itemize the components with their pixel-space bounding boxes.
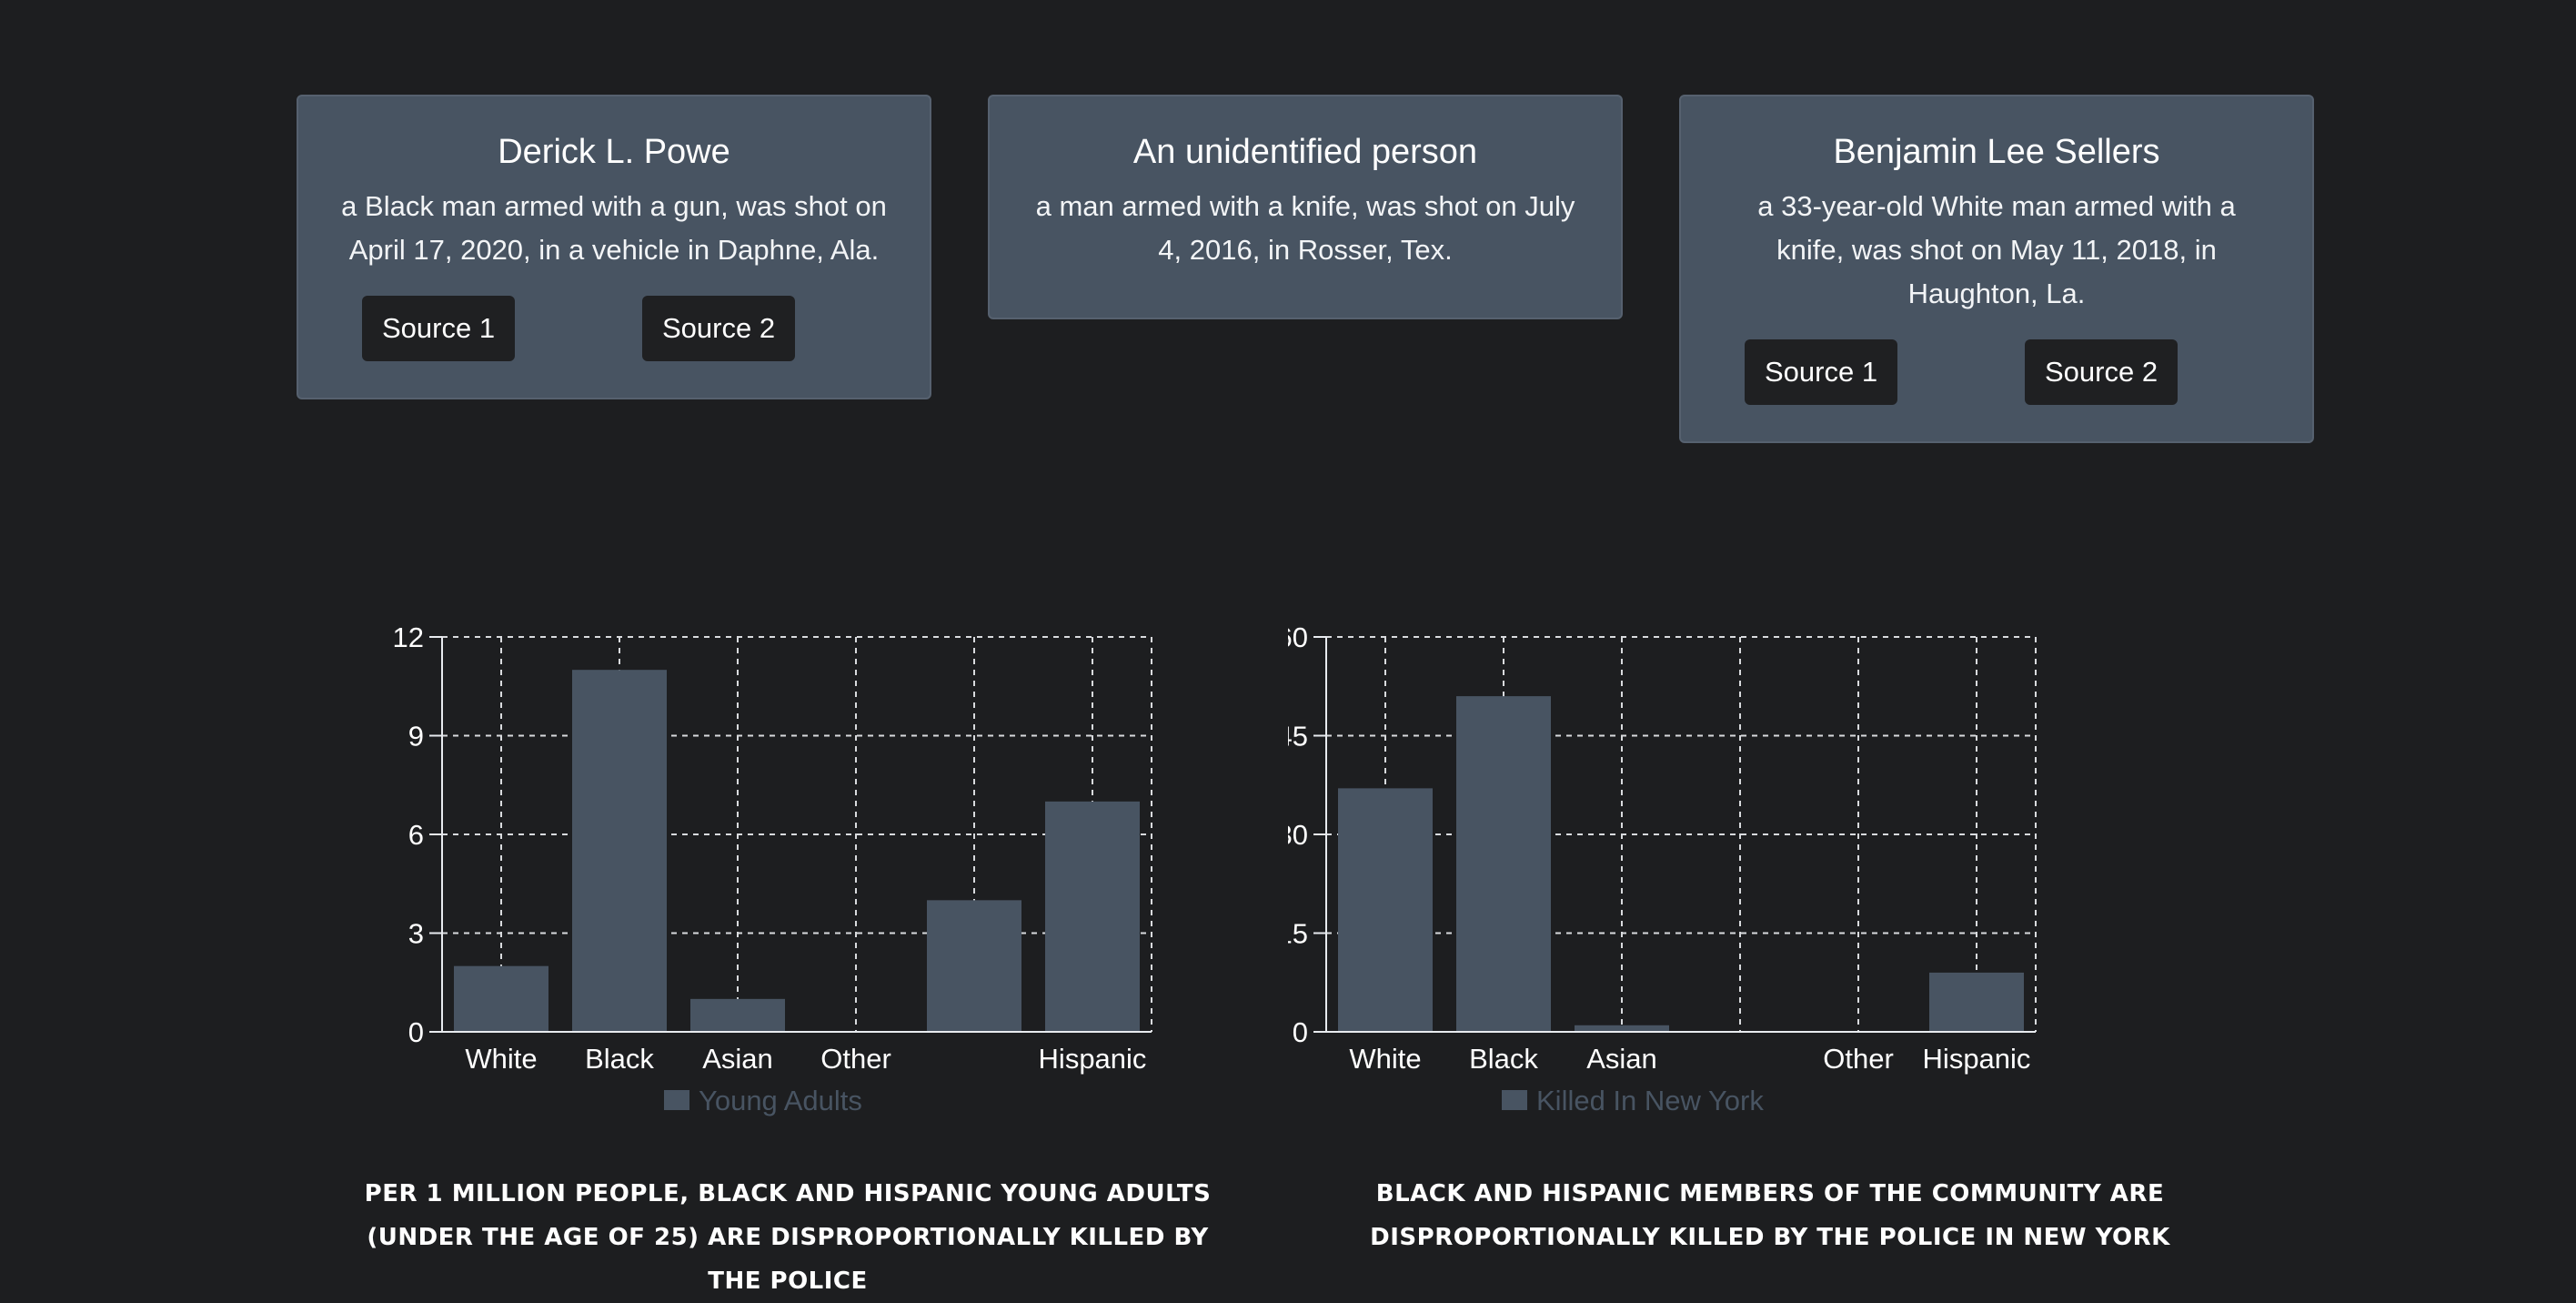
- bar-white: [454, 965, 548, 1032]
- y-tick-label: 45: [1288, 721, 1308, 753]
- chart-caption-new-york: Black and Hispanic members of the commun…: [1370, 1180, 2170, 1251]
- x-tick-label: Black: [585, 1043, 654, 1075]
- card-benjamin-sellers: Benjamin Lee Sellers a 33-year-old White…: [1679, 95, 2314, 443]
- chart-caption-young-adults: Per 1 million people, Black and Hispanic…: [364, 1180, 1212, 1295]
- card-sources: Source 1 Source 2: [1723, 339, 2270, 405]
- card-description: a Black man armed with a gun, was shot o…: [341, 190, 887, 266]
- card-title: Derick L. Powe: [498, 133, 730, 171]
- card-description: a man armed with a knife, was shot on Ju…: [1035, 190, 1575, 266]
- x-tick-label: White: [1349, 1043, 1421, 1075]
- x-tick-label: Hispanic: [1923, 1043, 2031, 1075]
- bar-asian: [690, 998, 785, 1032]
- y-tick-label: 3: [408, 918, 424, 950]
- legend-label: Killed In New York: [1536, 1085, 1764, 1116]
- x-tick-label: Other: [1823, 1043, 1894, 1075]
- bar-black: [572, 670, 667, 1032]
- source-1-button[interactable]: Source 1: [1745, 339, 1898, 405]
- source-1-button[interactable]: Source 1: [362, 296, 516, 361]
- x-tick-label: Black: [1469, 1043, 1538, 1075]
- y-tick-label: 30: [1288, 819, 1308, 851]
- y-tick-label: 60: [1288, 621, 1308, 653]
- y-tick-label: 15: [1288, 918, 1308, 950]
- bar-hispanic: [1929, 972, 2024, 1032]
- card-unidentified-person: An unidentified person a man armed with …: [988, 95, 1623, 319]
- legend-swatch: [1502, 1090, 1527, 1110]
- x-tick-label: White: [465, 1043, 537, 1075]
- bar-white: [1338, 788, 1433, 1032]
- y-tick-label: 0: [408, 1016, 424, 1048]
- x-tick-label: Other: [820, 1043, 891, 1075]
- y-tick-label: 6: [408, 819, 424, 851]
- bar-black: [1456, 696, 1551, 1032]
- bar-blank: [927, 900, 1021, 1032]
- young-adults-bar-chart: 0 3 6 9 12 White Black Asian Other Hispanic Young …: [393, 621, 1152, 1116]
- legend-swatch: [664, 1090, 689, 1110]
- x-tick-label: Asian: [1586, 1043, 1657, 1075]
- chart-group: 0 15 30 45 60 White Black Asian Other Hispanic Kil…: [1288, 621, 2037, 1116]
- card-title: An unidentified person: [1132, 133, 1478, 171]
- source-2-button[interactable]: Source 2: [2025, 339, 2179, 405]
- y-tick-label: 0: [1293, 1016, 1308, 1048]
- card-sources: Source 1 Source 2: [340, 296, 888, 361]
- chart-group: 0 3 6 9 12 White Black Asian Other Hispanic Young …: [393, 621, 1152, 1116]
- y-tick-label: 9: [408, 721, 424, 753]
- x-tick-label: Asian: [702, 1043, 773, 1075]
- card-description: a 33-year-old White man armed with a kni…: [1757, 190, 2236, 309]
- legend-label: Young Adults: [699, 1085, 862, 1116]
- y-tick-label: 12: [393, 621, 424, 653]
- card-title: Benjamin Lee Sellers: [1833, 133, 2160, 171]
- x-tick-label: Hispanic: [1039, 1043, 1147, 1075]
- killed-in-new-york-bar-chart: 0 15 30 45 60 White Black Asian Other Hispanic Kil…: [1288, 621, 2037, 1116]
- bar-asian: [1575, 1025, 1669, 1032]
- bar-hispanic: [1045, 801, 1140, 1032]
- source-2-button[interactable]: Source 2: [642, 296, 796, 361]
- card-derick-powe: Derick L. Powe a Black man armed with a …: [297, 95, 931, 399]
